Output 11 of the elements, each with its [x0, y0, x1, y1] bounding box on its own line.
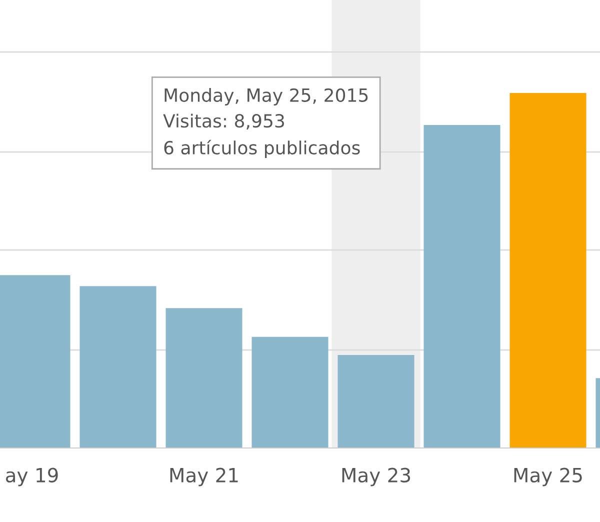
bar — [80, 286, 156, 448]
x-tick-label: ay 19 — [6, 468, 58, 486]
bar — [338, 354, 414, 448]
x-tick-label: May 21 — [170, 468, 238, 486]
bar — [166, 308, 242, 448]
annotation: Monday, May 25, 2015 Visitas: 8,953 6 artículos publicados — [163, 88, 368, 158]
bar — [424, 124, 500, 448]
x-tick-label: May 23 — [342, 468, 410, 486]
bar — [510, 93, 586, 448]
bar — [252, 336, 328, 448]
x-tick-label: May 25 — [514, 468, 582, 486]
